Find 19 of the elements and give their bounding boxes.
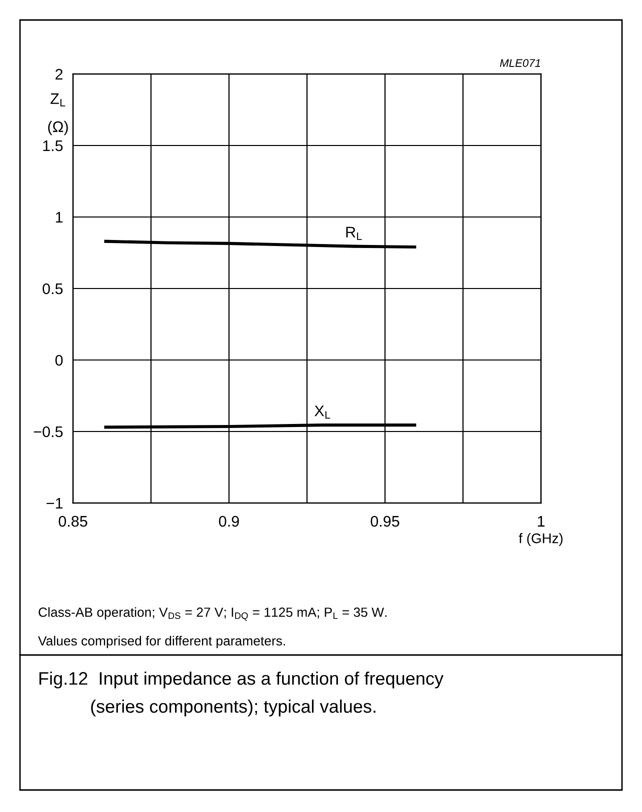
y-tick-label: 0.5 <box>42 283 63 294</box>
x-tick-label: 0.9 <box>218 516 239 527</box>
y-tick-label: 0 <box>55 354 63 366</box>
y-tick-label: 1 <box>56 212 63 223</box>
x-tick-label: 0.95 <box>370 516 400 527</box>
x-tick-label: 1 <box>538 516 545 527</box>
text: Class-AB operation; V$_{DS}$ = 27 V; I$_{DQ}$ = 1125 mA; P$_{L}$ = 35 W. <box>38 607 386 621</box>
x-axis-title: f (GHz) <box>518 533 563 546</box>
y-tick-label: 2 <box>56 68 63 80</box>
y-tick-label: −0.5 <box>34 426 63 438</box>
text: MLE071 <box>500 59 540 67</box>
y-tick-label: 1.5 <box>43 140 63 152</box>
text: Z$_{L}$ (Ω) <box>48 93 68 136</box>
text: Values comprised for different parameters. <box>38 636 285 648</box>
y-tick-label: −1 <box>46 498 63 509</box>
x-tick-label: 0.85 <box>58 516 88 527</box>
series-label: R$_{L}$ <box>346 226 362 240</box>
text: Fig.12 Input impedance as a function of frequency (series components); typical values. <box>39 672 444 716</box>
series-label: X$_{L}$ <box>314 406 330 419</box>
